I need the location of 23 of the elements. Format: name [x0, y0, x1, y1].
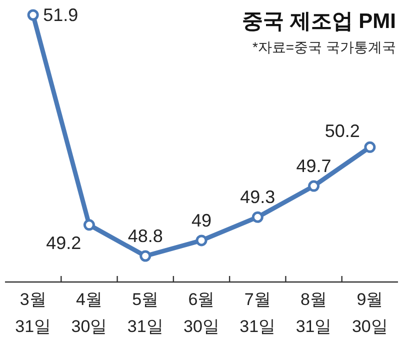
point	[27, 9, 39, 21]
data-label: 51.9	[43, 5, 78, 25]
x-tick-label: 8월 31일	[296, 290, 332, 336]
point	[308, 180, 320, 192]
data-label: 49	[191, 210, 212, 230]
data-label: 48.8	[128, 226, 163, 246]
point	[196, 234, 208, 246]
chart-title: 중국 제조업 PMI	[242, 10, 396, 33]
annotation: *자료=중국 국가통계국	[252, 39, 396, 55]
x-tick-label: 4월 30일	[71, 290, 108, 336]
data-label: 49.3	[240, 187, 276, 208]
data-label: 49.2	[46, 232, 82, 253]
point	[364, 141, 376, 153]
point	[83, 219, 95, 231]
data-label: 49.7	[296, 156, 332, 176]
x-tick-label: 7월 31일	[240, 290, 276, 336]
x-tick-label: 3월 31일	[15, 290, 52, 336]
x-tick-label: 9월 30일	[352, 290, 388, 336]
point	[252, 211, 264, 223]
x-tick-label: 5월 31일	[127, 290, 164, 336]
data-label: 50.2	[324, 121, 360, 142]
point	[140, 250, 152, 262]
x-tick-label: 6월 30일	[184, 290, 220, 336]
